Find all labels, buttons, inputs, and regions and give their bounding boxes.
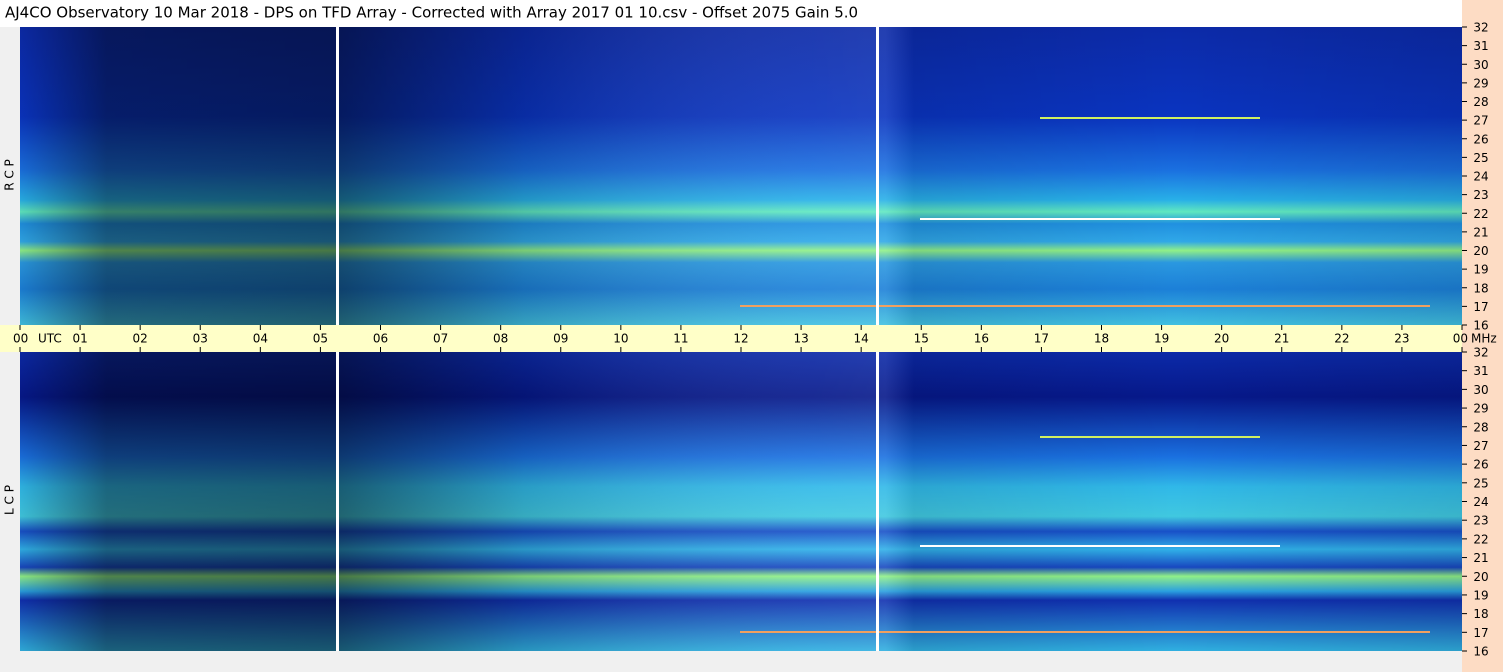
freq-tick-label: 32 xyxy=(1473,21,1488,35)
time-tick-label: 00 xyxy=(13,332,28,346)
time-tick-label: 15 xyxy=(914,332,929,346)
freq-tick-label: 25 xyxy=(1473,151,1488,165)
time-tick-label: 23 xyxy=(1394,332,1409,346)
freq-tick-label: 18 xyxy=(1473,607,1488,621)
time-tick-label: 17 xyxy=(1034,332,1049,346)
freq-tick-label: 20 xyxy=(1473,244,1488,258)
freq-tick-label: 25 xyxy=(1473,476,1488,490)
time-tick-label: 10 xyxy=(613,332,628,346)
title-bar xyxy=(0,0,1503,27)
time-tick-label: 01 xyxy=(72,332,87,346)
freq-tick-label: 17 xyxy=(1473,626,1488,640)
time-unit: UTC xyxy=(38,332,62,346)
time-tick-label: 19 xyxy=(1154,332,1169,346)
freq-tick-label: 22 xyxy=(1473,532,1488,546)
panel-label: R C P xyxy=(3,159,17,191)
freq-unit: MHz xyxy=(1471,332,1497,346)
rfi-lines xyxy=(740,117,1430,633)
freq-tick-label: 22 xyxy=(1473,207,1488,221)
time-tick-label: 13 xyxy=(793,332,808,346)
freq-tick-label: 28 xyxy=(1473,420,1488,434)
freq-tick-label: 26 xyxy=(1473,458,1488,472)
freq-tick-label: 16 xyxy=(1473,319,1488,333)
time-tick-label: 09 xyxy=(553,332,568,346)
freq-tick-label: 27 xyxy=(1473,114,1488,128)
title: AJ4CO Observatory 10 Mar 2018 - DPS on T… xyxy=(5,4,858,22)
freq-tick-label: 32 xyxy=(1473,346,1488,360)
time-tick-label: 21 xyxy=(1274,332,1289,346)
freq-tick-label: 20 xyxy=(1473,570,1488,584)
time-tick-label: 02 xyxy=(133,332,148,346)
freq-tick-label: 17 xyxy=(1473,300,1488,314)
freq-tick-label: 27 xyxy=(1473,439,1488,453)
freq-tick-label: 24 xyxy=(1473,495,1488,509)
time-tick-label: 20 xyxy=(1214,332,1229,346)
freq-tick-label: 24 xyxy=(1473,170,1488,184)
gap-mask xyxy=(876,325,879,352)
freq-tick-label: 30 xyxy=(1473,383,1488,397)
time-tick-label: 14 xyxy=(854,332,869,346)
freq-tick-label: 16 xyxy=(1473,645,1488,659)
freq-tick-label: 26 xyxy=(1473,132,1488,146)
time-tick-label: 00 xyxy=(1453,332,1468,346)
freq-tick-label: 29 xyxy=(1473,76,1488,90)
time-tick-label: 04 xyxy=(253,332,268,346)
time-tick-label: 11 xyxy=(673,332,688,346)
freq-tick-label: 23 xyxy=(1473,188,1488,202)
time-tick-label: 07 xyxy=(433,332,448,346)
freq-axis-strip xyxy=(1462,0,1503,672)
freq-tick-label: 21 xyxy=(1473,551,1488,565)
time-tick-label: 08 xyxy=(493,332,508,346)
panel-label: L C P xyxy=(3,485,17,515)
freq-tick-label: 31 xyxy=(1473,364,1488,378)
rcp-shading xyxy=(20,27,1462,325)
freq-tick-label: 23 xyxy=(1473,514,1488,528)
time-tick-label: 05 xyxy=(313,332,328,346)
freq-tick-label: 29 xyxy=(1473,402,1488,416)
time-tick-label: 03 xyxy=(193,332,208,346)
time-tick-label: 18 xyxy=(1094,332,1109,346)
freq-tick-label: 19 xyxy=(1473,263,1488,277)
freq-tick-label: 18 xyxy=(1473,281,1488,295)
lcp-shading xyxy=(20,352,1462,651)
gap-mask xyxy=(336,325,339,352)
time-axis-strip xyxy=(0,325,1462,352)
freq-tick-label: 30 xyxy=(1473,58,1488,72)
freq-tick-label: 31 xyxy=(1473,39,1488,53)
time-tick-label: 12 xyxy=(733,332,748,346)
time-tick-label: 16 xyxy=(974,332,989,346)
freq-tick-label: 28 xyxy=(1473,95,1488,109)
freq-tick-label: 19 xyxy=(1473,588,1488,602)
time-tick-label: 22 xyxy=(1334,332,1349,346)
time-tick-label: 06 xyxy=(373,332,388,346)
freq-tick-label: 21 xyxy=(1473,225,1488,239)
